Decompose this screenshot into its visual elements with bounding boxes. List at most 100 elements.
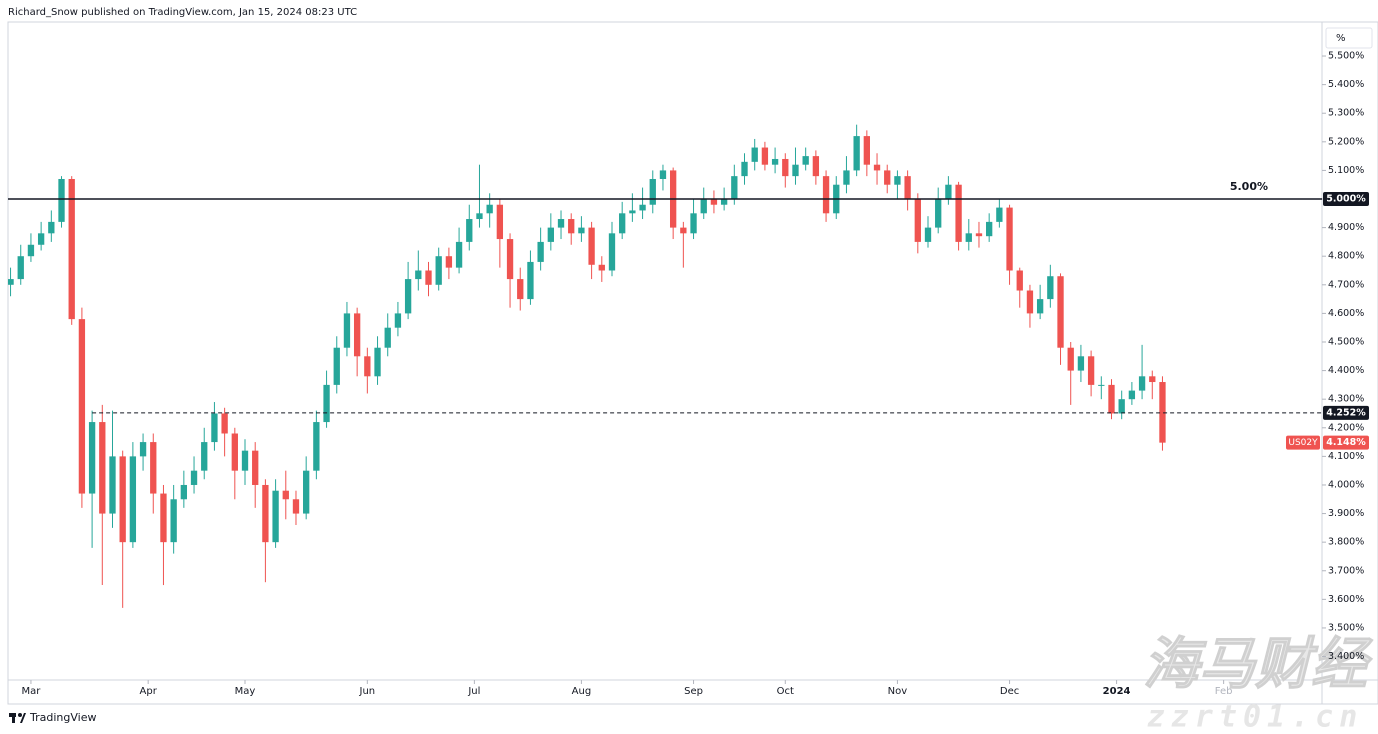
candle-body <box>1118 399 1125 414</box>
candle <box>680 221 687 268</box>
candle <box>904 170 911 211</box>
candle-body <box>68 178 75 320</box>
candle-body <box>343 313 351 348</box>
candle-body <box>99 422 106 514</box>
y-tick-label: 3.800% <box>1328 537 1364 548</box>
candle-body <box>150 442 157 494</box>
candle <box>731 164 738 205</box>
candle-body <box>221 413 228 434</box>
candle-body <box>843 170 850 185</box>
candle <box>986 213 993 242</box>
candle-body <box>863 136 871 165</box>
candle <box>517 267 524 311</box>
candle-body <box>761 147 769 165</box>
candle-body <box>517 279 524 300</box>
candle-body <box>37 233 45 245</box>
candle <box>996 199 1003 228</box>
candle-body <box>384 327 391 348</box>
candle <box>221 407 228 457</box>
candle <box>924 216 932 248</box>
candle-body <box>935 199 942 228</box>
candle <box>415 250 422 291</box>
candle <box>1026 284 1034 328</box>
candle-body <box>8 279 14 285</box>
candle <box>884 164 891 194</box>
candle-body <box>853 136 860 171</box>
candle <box>333 336 340 394</box>
candle-body <box>914 199 921 242</box>
candle-body <box>1077 356 1085 371</box>
candle <box>751 138 758 171</box>
candle-body <box>282 490 289 500</box>
candle-body <box>965 233 972 242</box>
candle <box>343 301 351 357</box>
candle-body <box>1047 276 1054 300</box>
candle <box>425 261 432 297</box>
candle <box>323 370 330 428</box>
candle <box>710 190 718 214</box>
y-tick-label: 4.300% <box>1328 394 1364 405</box>
candle <box>466 204 473 251</box>
candle <box>160 484 167 586</box>
unit-box <box>1325 27 1373 49</box>
x-tick-label: Aug <box>572 686 592 697</box>
candle-body <box>578 227 585 234</box>
x-tick-label: Mar <box>21 686 41 697</box>
candle <box>374 336 381 385</box>
candle-body <box>78 319 86 494</box>
candle-body <box>353 313 361 357</box>
candle-body <box>547 227 554 242</box>
candle-body <box>1087 356 1095 385</box>
candle-body <box>751 147 758 162</box>
y-tick-label: 3.500% <box>1328 622 1364 633</box>
candle-body <box>180 484 188 500</box>
candle <box>1128 382 1136 405</box>
candle <box>700 187 707 220</box>
y-tick-label: 4.100% <box>1328 451 1364 462</box>
candle <box>455 227 463 274</box>
candle-body <box>527 261 534 300</box>
candle <box>68 176 75 325</box>
candle-body <box>680 227 687 234</box>
candle-body <box>170 499 177 543</box>
candle <box>1098 376 1105 400</box>
candle-body <box>884 170 891 185</box>
candle-body <box>1026 290 1034 314</box>
candle <box>241 439 249 485</box>
x-tick-label: Jul <box>467 686 480 697</box>
y-tick-label: 4.900% <box>1328 222 1364 233</box>
candle-body <box>537 241 544 262</box>
candle-body <box>129 456 137 543</box>
axis-unit: % <box>1336 33 1346 44</box>
candle <box>353 307 361 377</box>
candle-body <box>557 219 565 228</box>
tradingview-wordmark: TradingView <box>29 711 96 724</box>
candle-body <box>313 422 320 471</box>
candle <box>873 153 881 185</box>
x-tick-label: 2024 <box>1103 686 1131 697</box>
candle-body <box>415 270 422 280</box>
level-tag: 5.000% <box>1326 194 1366 205</box>
candle <box>649 170 656 214</box>
candle <box>445 247 453 280</box>
candle-body <box>455 241 463 268</box>
candle-body <box>649 178 656 205</box>
candle <box>231 427 238 500</box>
x-tick-label: May <box>235 686 256 697</box>
candle-body <box>619 213 626 234</box>
candle-body <box>1098 384 1105 386</box>
candle-body <box>1036 299 1044 314</box>
candle-body <box>710 199 718 205</box>
candle-body <box>731 176 738 200</box>
candle-body <box>894 176 901 185</box>
candle-body <box>975 233 983 237</box>
symbol-tag-bg <box>1286 435 1320 450</box>
candle-body <box>955 184 962 242</box>
candle-body <box>374 347 381 377</box>
candle-body <box>1108 384 1115 414</box>
candle <box>1118 390 1125 420</box>
y-tick-label: 3.700% <box>1328 565 1364 576</box>
y-tick-label: 5.500% <box>1328 51 1364 62</box>
